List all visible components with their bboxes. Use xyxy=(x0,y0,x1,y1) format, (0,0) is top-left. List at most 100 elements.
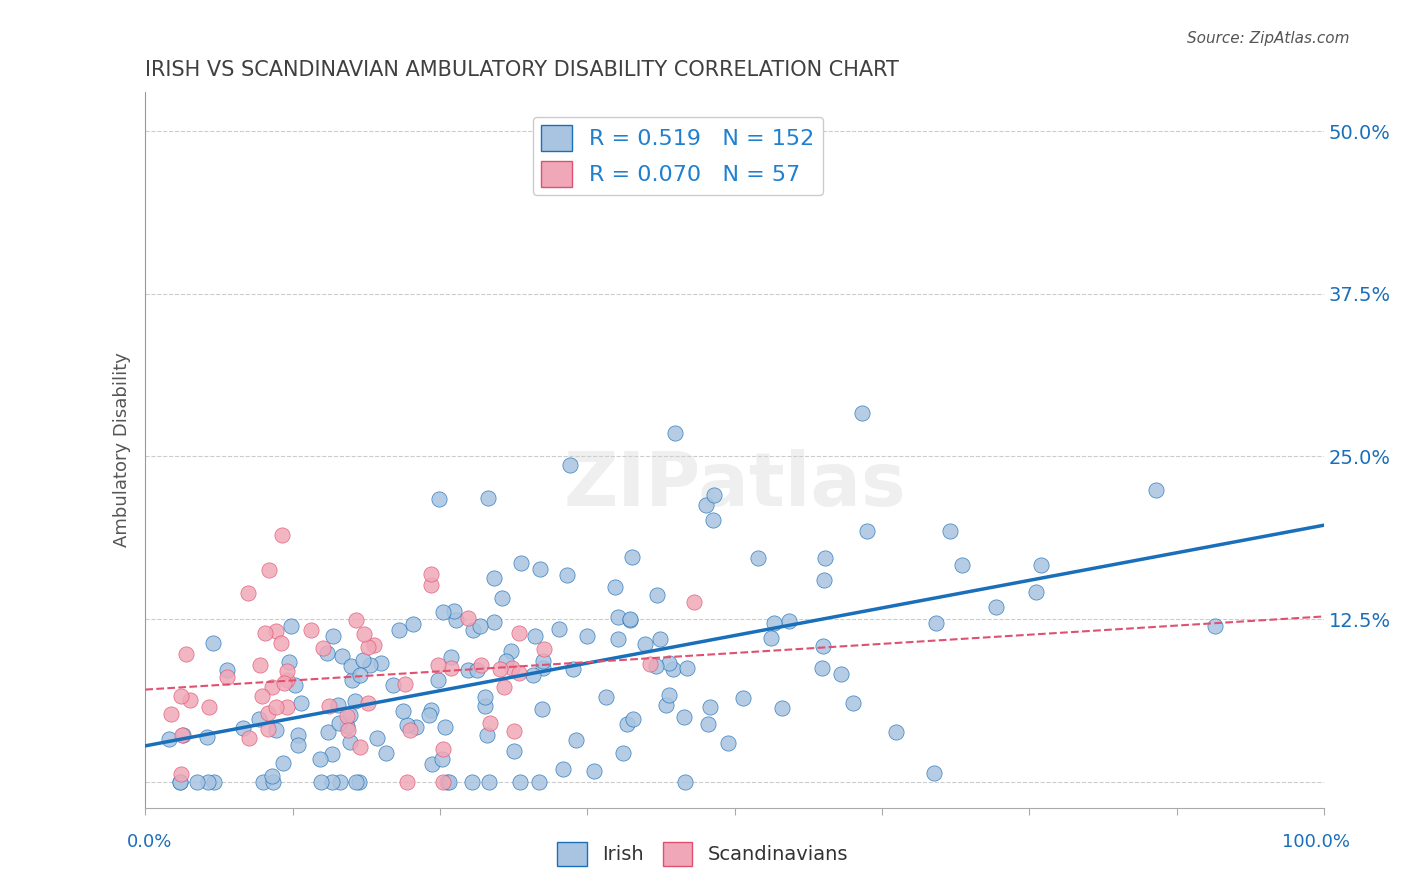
Point xyxy=(420,567,443,582)
Point xyxy=(197,774,219,789)
Point xyxy=(457,611,479,625)
Point xyxy=(198,700,221,714)
Point xyxy=(508,665,530,680)
Point xyxy=(299,623,322,637)
Point xyxy=(349,739,371,754)
Point xyxy=(501,644,523,658)
Point xyxy=(363,639,385,653)
Point xyxy=(252,689,274,703)
Point xyxy=(1031,558,1053,573)
Point xyxy=(1204,618,1226,632)
Point xyxy=(621,712,644,726)
Point xyxy=(398,723,420,737)
Point xyxy=(262,681,284,695)
Point xyxy=(529,774,551,789)
Point xyxy=(529,562,551,576)
Point xyxy=(607,632,630,647)
Point xyxy=(522,668,544,682)
Point xyxy=(339,707,361,722)
Point xyxy=(699,700,721,714)
Point xyxy=(695,498,717,512)
Point xyxy=(759,632,782,646)
Point xyxy=(172,728,194,742)
Point xyxy=(432,605,454,619)
Point xyxy=(467,663,489,677)
Point xyxy=(278,655,301,669)
Point xyxy=(470,619,492,633)
Point xyxy=(264,700,287,714)
Point xyxy=(157,732,180,747)
Point xyxy=(508,626,530,640)
Point xyxy=(433,720,456,734)
Point xyxy=(479,716,502,731)
Point xyxy=(475,728,498,742)
Point xyxy=(938,524,960,538)
Point xyxy=(370,656,392,670)
Point xyxy=(717,736,740,750)
Point xyxy=(252,774,274,789)
Point xyxy=(731,691,754,706)
Point xyxy=(457,663,479,677)
Point xyxy=(524,629,547,643)
Point xyxy=(312,641,335,656)
Point xyxy=(170,689,193,703)
Point xyxy=(494,680,516,694)
Point xyxy=(340,658,363,673)
Point xyxy=(253,626,276,640)
Point xyxy=(432,774,454,789)
Point xyxy=(984,599,1007,614)
Point xyxy=(703,488,725,502)
Point xyxy=(394,677,416,691)
Point xyxy=(318,699,340,714)
Point xyxy=(440,649,463,664)
Point xyxy=(658,688,681,702)
Point xyxy=(271,756,294,770)
Point xyxy=(321,747,343,762)
Legend: Irish, Scandinavians: Irish, Scandinavians xyxy=(550,834,856,873)
Point xyxy=(482,615,505,629)
Point xyxy=(169,774,191,789)
Point xyxy=(533,641,555,656)
Point xyxy=(675,661,697,675)
Point xyxy=(426,658,449,673)
Point xyxy=(924,615,946,630)
Point xyxy=(830,666,852,681)
Point xyxy=(551,763,574,777)
Point xyxy=(195,730,218,744)
Point xyxy=(813,639,835,653)
Point xyxy=(270,528,292,542)
Point xyxy=(172,728,194,742)
Point xyxy=(1144,483,1167,497)
Y-axis label: Ambulatory Disability: Ambulatory Disability xyxy=(114,352,131,548)
Point xyxy=(810,660,832,674)
Point xyxy=(349,668,371,682)
Point xyxy=(374,747,396,761)
Point xyxy=(357,640,380,655)
Point xyxy=(645,658,668,673)
Point xyxy=(276,699,298,714)
Point xyxy=(814,551,837,566)
Point xyxy=(357,696,380,710)
Point xyxy=(851,406,873,420)
Point xyxy=(347,774,370,789)
Point xyxy=(565,732,588,747)
Point xyxy=(315,646,337,660)
Point xyxy=(344,774,367,789)
Point xyxy=(634,637,657,651)
Point xyxy=(491,591,513,606)
Point xyxy=(530,701,553,715)
Point xyxy=(477,491,499,505)
Point xyxy=(470,657,492,672)
Point xyxy=(201,636,224,650)
Point xyxy=(402,616,425,631)
Point xyxy=(257,563,280,577)
Point xyxy=(427,673,450,688)
Point xyxy=(238,731,260,745)
Point xyxy=(509,556,531,570)
Legend: R = 0.519   N = 152, R = 0.070   N = 57: R = 0.519 N = 152, R = 0.070 N = 57 xyxy=(533,117,823,195)
Point xyxy=(287,728,309,742)
Point xyxy=(561,662,583,676)
Point xyxy=(555,567,578,582)
Point xyxy=(382,678,405,692)
Point xyxy=(270,635,292,649)
